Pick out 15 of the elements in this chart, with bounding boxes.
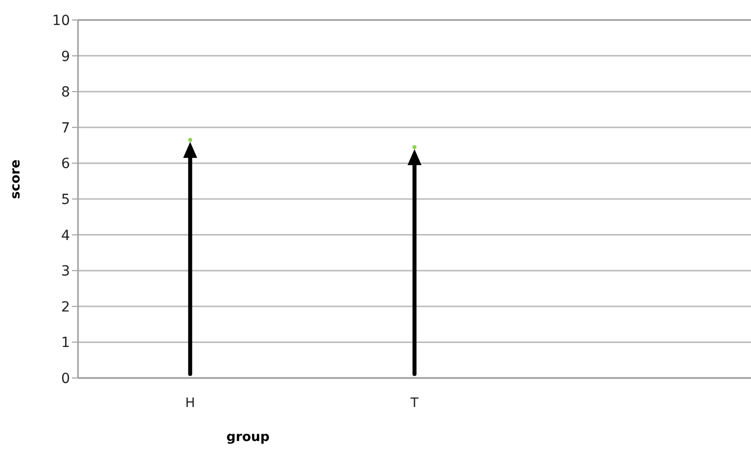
- x-axis-title: group: [226, 430, 270, 445]
- y-tick-label: 3: [61, 264, 70, 280]
- y-tick-label: 6: [61, 156, 70, 172]
- x-tick-label: H: [185, 396, 196, 412]
- x-tick-label: T: [410, 396, 419, 412]
- y-tick-label: 9: [61, 48, 70, 65]
- y-tick-label: 7: [61, 120, 70, 136]
- y-tick-label: 0: [61, 370, 70, 387]
- y-tick-label: 1: [61, 335, 70, 352]
- y-tick-label: 10: [52, 12, 70, 29]
- y-tick-label: 4: [61, 228, 70, 244]
- y-tick-label: 8: [61, 84, 70, 101]
- y-axis-title: score: [8, 159, 24, 199]
- y-tick-label: 2: [61, 299, 70, 316]
- y-tick-label: 5: [61, 192, 70, 208]
